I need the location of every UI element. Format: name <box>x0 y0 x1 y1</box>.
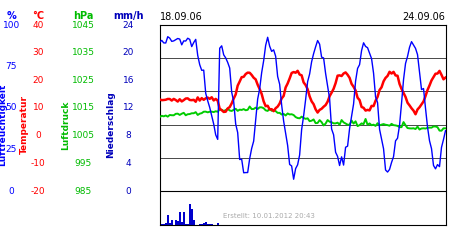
Text: Temperatur: Temperatur <box>20 96 29 154</box>
Text: 0: 0 <box>36 131 41 140</box>
Text: 995: 995 <box>75 159 92 168</box>
Text: 12: 12 <box>122 104 134 112</box>
Bar <box>217 223 219 225</box>
Bar <box>211 224 212 225</box>
Bar <box>189 204 191 225</box>
Text: mm/h: mm/h <box>113 11 144 21</box>
Bar <box>187 224 189 225</box>
Bar <box>199 224 201 225</box>
Text: hPa: hPa <box>73 11 94 21</box>
Bar <box>181 222 183 225</box>
Text: 10: 10 <box>32 104 44 112</box>
Text: 24.09.06: 24.09.06 <box>403 12 446 22</box>
Text: 1005: 1005 <box>72 131 95 140</box>
Text: 985: 985 <box>75 186 92 196</box>
Text: Niederschlag: Niederschlag <box>106 92 115 158</box>
Bar <box>165 223 166 225</box>
Text: 1035: 1035 <box>72 48 95 57</box>
Text: 24: 24 <box>122 20 134 30</box>
Text: 20: 20 <box>32 76 44 85</box>
Bar <box>207 224 209 225</box>
Text: °C: °C <box>32 11 44 21</box>
Text: 75: 75 <box>5 62 17 71</box>
Text: Luftfeuchtigkeit: Luftfeuchtigkeit <box>0 84 7 166</box>
Bar <box>175 220 177 225</box>
Text: 1015: 1015 <box>72 104 95 112</box>
Text: 20: 20 <box>122 48 134 57</box>
Text: 16: 16 <box>122 76 134 85</box>
Bar <box>167 216 169 225</box>
Text: -20: -20 <box>31 186 45 196</box>
Text: 25: 25 <box>5 145 17 154</box>
Bar <box>209 224 211 225</box>
Bar <box>179 212 180 225</box>
Bar <box>203 223 205 225</box>
Bar <box>161 224 162 225</box>
Text: 1045: 1045 <box>72 20 94 30</box>
Bar <box>159 220 161 225</box>
Text: 40: 40 <box>32 20 44 30</box>
Text: 50: 50 <box>5 104 17 112</box>
Bar <box>185 224 187 225</box>
Text: 8: 8 <box>126 131 131 140</box>
Text: 30: 30 <box>32 48 44 57</box>
Text: 18.09.06: 18.09.06 <box>160 12 202 22</box>
Bar <box>183 212 184 225</box>
Bar <box>177 220 179 225</box>
Text: 100: 100 <box>3 20 20 30</box>
Text: 0: 0 <box>126 186 131 196</box>
Text: 0: 0 <box>9 186 14 196</box>
Bar <box>193 220 194 225</box>
Bar <box>205 222 207 225</box>
Bar <box>169 223 171 225</box>
Text: -10: -10 <box>31 159 45 168</box>
Bar <box>163 224 165 225</box>
Text: %: % <box>6 11 16 21</box>
Bar <box>201 224 203 225</box>
Text: 1025: 1025 <box>72 76 94 85</box>
Text: 4: 4 <box>126 159 131 168</box>
Text: Luftdruck: Luftdruck <box>61 100 70 150</box>
Text: Erstellt: 10.01.2012 20:43: Erstellt: 10.01.2012 20:43 <box>223 213 315 219</box>
Bar <box>191 209 193 225</box>
Bar <box>171 220 173 225</box>
